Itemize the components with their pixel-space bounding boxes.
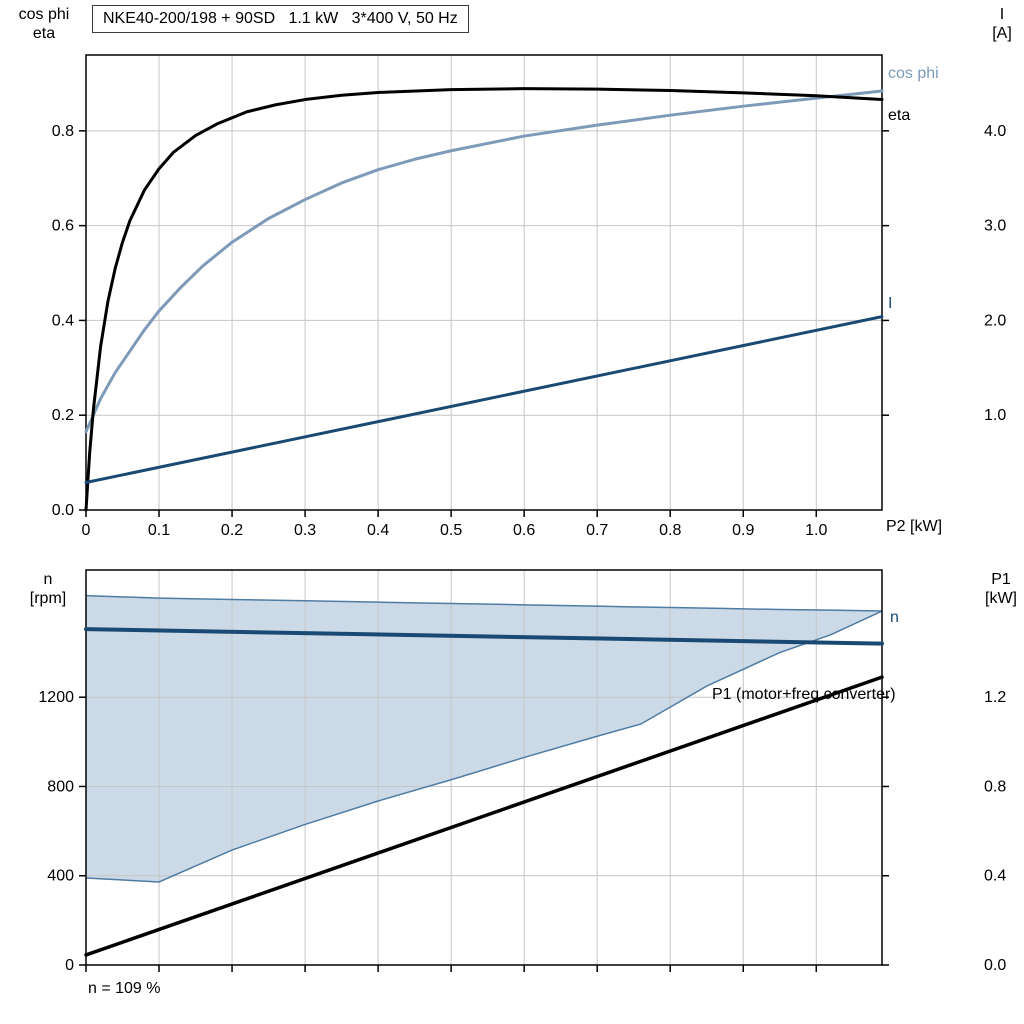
x-tick-label: 0 — [82, 522, 91, 539]
series-cos-phi — [84, 89, 884, 434]
current-axis-label: I — [999, 6, 1005, 23]
top-left-axis-title: cos phi eta — [4, 5, 84, 43]
y-tick-label-right: 0.4 — [984, 868, 1006, 885]
y-tick-label-left: 0.0 — [52, 502, 74, 519]
y-tick-label-left: 1200 — [38, 689, 74, 706]
band-outline-upper — [85, 594, 883, 612]
x-tick-label: 0.1 — [148, 522, 170, 539]
x-tick-label: 0.5 — [440, 522, 462, 539]
x-tick-label: 0.4 — [367, 522, 389, 539]
p1-unit-label: [kW] — [985, 590, 1017, 607]
plot-frame — [85, 569, 883, 966]
series-p1-motor-freq-converter — [84, 675, 884, 957]
series-i — [84, 315, 884, 485]
y-tick-label-right: 3.0 — [984, 218, 1006, 235]
p1-series-label: P1 (motor+freq.converter) — [712, 686, 896, 703]
y-tick-label-left: 0 — [65, 957, 74, 974]
speed-power-chart: 0 400 800 1200 0.0 0.4 0.8 1.2 — [38, 569, 1006, 974]
x-tick-label: 0.9 — [732, 522, 754, 539]
speed-range-band — [86, 595, 882, 882]
eta-axis-label: eta — [32, 25, 56, 42]
band-outline-lower — [85, 610, 883, 883]
y-tick-label-right: 0.8 — [984, 778, 1006, 795]
y-tick-label-left: 0.8 — [52, 123, 74, 140]
y-tick-label-left: 0.6 — [52, 218, 74, 235]
eta-series-label: eta — [888, 107, 911, 124]
bottom-right-axis-title: P1 [kW] — [978, 570, 1024, 608]
series-n — [84, 627, 884, 646]
efficiency-chart: 0 0.1 0.2 0.3 0.4 0.5 0.6 0.7 0.8 0.9 1.0 0.0 0.2 0.4… — [52, 54, 1006, 539]
x-tick-label: 1.0 — [805, 522, 827, 539]
speed-percentage-note: n = 109 % — [88, 980, 161, 997]
y-tick-label-right: 2.0 — [984, 312, 1006, 329]
y-tick-label-left: 0.4 — [52, 312, 74, 329]
y-tick-label-right: 0.0 — [984, 957, 1006, 974]
y-tick-label-left: 0.2 — [52, 407, 74, 424]
x-axis-label: P2 [kW] — [886, 518, 943, 535]
x-tick-label: 0.6 — [513, 522, 535, 539]
speed-axis-label: n — [43, 571, 53, 588]
y-tick-label-right: 4.0 — [984, 123, 1006, 140]
cos-phi-axis-label: cos phi — [18, 6, 70, 23]
x-tick-label: 0.8 — [659, 522, 681, 539]
p1-axis-label: P1 — [991, 571, 1011, 588]
y-tick-label-left: 400 — [47, 868, 74, 885]
bottom-left-axis-title: n [rpm] — [18, 570, 78, 608]
plot-frame — [85, 54, 883, 511]
y-tick-label-right: 1.2 — [984, 689, 1006, 706]
x-tick-label: 0.7 — [586, 522, 608, 539]
series-eta — [84, 87, 884, 512]
y-tick-label-right: 1.0 — [984, 407, 1006, 424]
speed-unit-label: [rpm] — [29, 590, 67, 607]
x-tick-label: 0.3 — [294, 522, 316, 539]
speed-series-label: n — [890, 609, 899, 626]
title-box: NKE40-200/198 + 90SD 1.1 kW 3*400 V, 50 … — [92, 5, 469, 33]
x-tick-label: 0.2 — [221, 522, 243, 539]
y-tick-label-left: 800 — [47, 778, 74, 795]
current-series-label: I — [888, 295, 893, 312]
current-unit-label: [A] — [992, 25, 1012, 42]
cos-phi-series-label: cos phi — [888, 65, 939, 82]
top-right-axis-title: I [A] — [980, 5, 1024, 43]
